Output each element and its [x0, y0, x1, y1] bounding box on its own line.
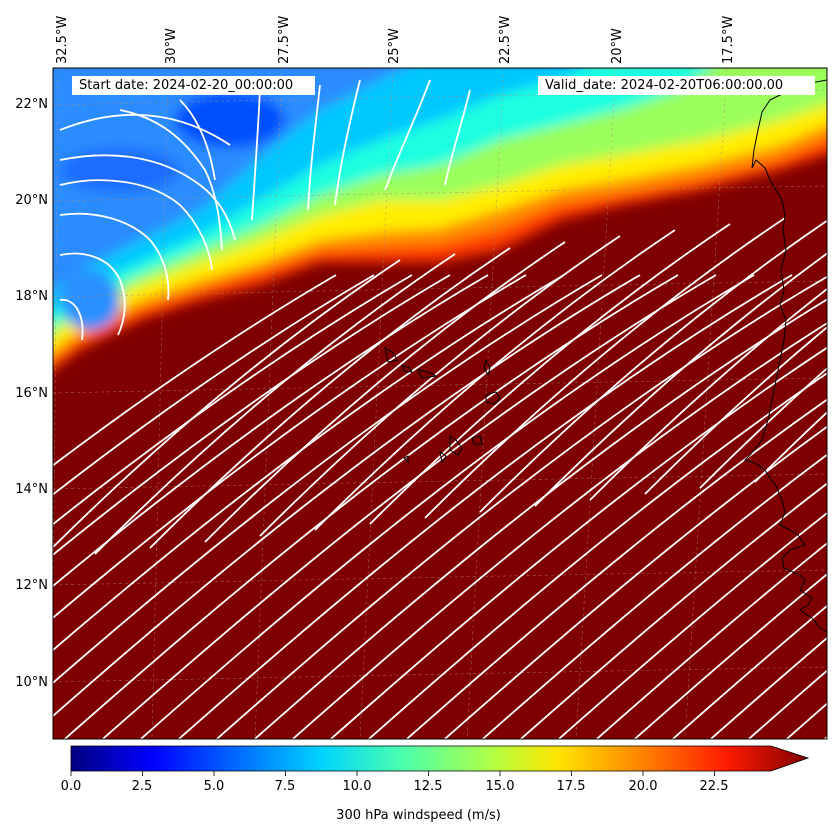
lat-tick-label: 14°N	[15, 482, 48, 497]
streamline	[59, 114, 231, 146]
colorbar-tick-label: 12.5	[413, 779, 443, 794]
streamline	[633, 573, 827, 739]
streamline	[215, 275, 827, 739]
streamline	[94, 253, 456, 555]
streamline	[53, 274, 641, 718]
streamline	[59, 154, 236, 241]
lon-tick-label: 20°W	[610, 28, 625, 64]
streamline	[334, 79, 361, 206]
streamline	[747, 669, 827, 739]
streamline	[59, 179, 213, 271]
streamline	[307, 84, 321, 211]
lat-tick-label: 16°N	[15, 386, 48, 401]
streamline	[443, 425, 827, 739]
colorbar-tick-label: 17.5	[556, 779, 586, 794]
streamline	[179, 99, 216, 181]
streamline	[481, 453, 827, 739]
streamline	[699, 367, 827, 489]
lon-tick-label: 32.5°W	[55, 15, 70, 64]
colorbar-strip	[70, 745, 810, 772]
coastlines	[384, 79, 827, 633]
colorbar-tick-label: 20.0	[628, 779, 658, 794]
streamline	[291, 322, 827, 739]
streamline	[259, 235, 621, 537]
start-date-label: Start date: 2024-02-20_00:00:00	[72, 76, 315, 95]
streamline	[53, 274, 337, 467]
streamline	[101, 274, 717, 739]
streamline	[53, 274, 527, 619]
wind-streamlines	[53, 79, 827, 739]
lat-tick-label: 12°N	[15, 578, 48, 593]
valid-date-label: Valid_date: 2024-02-20T06:00:00.00	[538, 76, 815, 95]
colorbar-tick-label: 7.5	[274, 779, 296, 794]
streamline	[329, 346, 827, 739]
streamline	[204, 241, 566, 543]
streamline	[644, 326, 827, 495]
lat-tick-label: 18°N	[15, 289, 48, 304]
lon-tick-label: 25°W	[387, 28, 402, 64]
streamline	[139, 274, 755, 739]
colorbar-tick-label: 15.0	[485, 779, 515, 794]
lat-tick-label: 20°N	[15, 193, 48, 208]
colorbar-tick-label: 22.5	[699, 779, 729, 794]
streamline	[557, 512, 827, 739]
streamline	[53, 274, 565, 652]
map-frame	[52, 67, 828, 740]
colorbar	[70, 745, 810, 776]
lon-tick-label: 27.5°W	[277, 15, 292, 64]
lon-tick-label: 22.5°W	[498, 15, 513, 64]
streamline	[53, 274, 451, 556]
colorbar-tick-label: 0.0	[60, 779, 82, 794]
streamline	[534, 252, 827, 507]
streamline	[53, 274, 375, 496]
colorbar-tick-label: 5.0	[203, 779, 225, 794]
lat-tick-label: 22°N	[15, 97, 48, 112]
streamline	[754, 411, 827, 483]
streamline	[384, 79, 431, 191]
streamline	[53, 259, 401, 549]
streamline	[59, 299, 84, 341]
streamline	[251, 89, 261, 221]
lon-tick-label: 30°W	[164, 28, 179, 64]
streamline	[479, 219, 827, 513]
streamline	[405, 398, 827, 739]
streamline	[149, 247, 511, 549]
streamline	[314, 229, 676, 531]
lon-tick-label: 17.5°W	[721, 15, 736, 64]
colorbar-tick-label: 10.0	[342, 779, 372, 794]
lat-tick-label: 10°N	[15, 675, 48, 690]
colorbar-label: 300 hPa windspeed (m/s)	[336, 808, 501, 823]
streamline	[59, 252, 126, 336]
streamline	[589, 287, 827, 501]
streamline	[424, 217, 786, 519]
streamline	[53, 274, 603, 684]
colorbar-tick-label: 2.5	[131, 779, 153, 794]
windspeed-field	[53, 68, 827, 739]
streamline	[369, 223, 731, 525]
streamline	[177, 274, 793, 739]
streamline	[519, 482, 827, 739]
streamline	[53, 274, 413, 526]
streamline	[444, 89, 471, 186]
streamline	[367, 372, 827, 739]
streamline	[671, 604, 827, 739]
streamline	[595, 542, 827, 739]
streamline	[709, 636, 827, 739]
streamline	[119, 109, 223, 251]
streamline	[59, 212, 170, 301]
